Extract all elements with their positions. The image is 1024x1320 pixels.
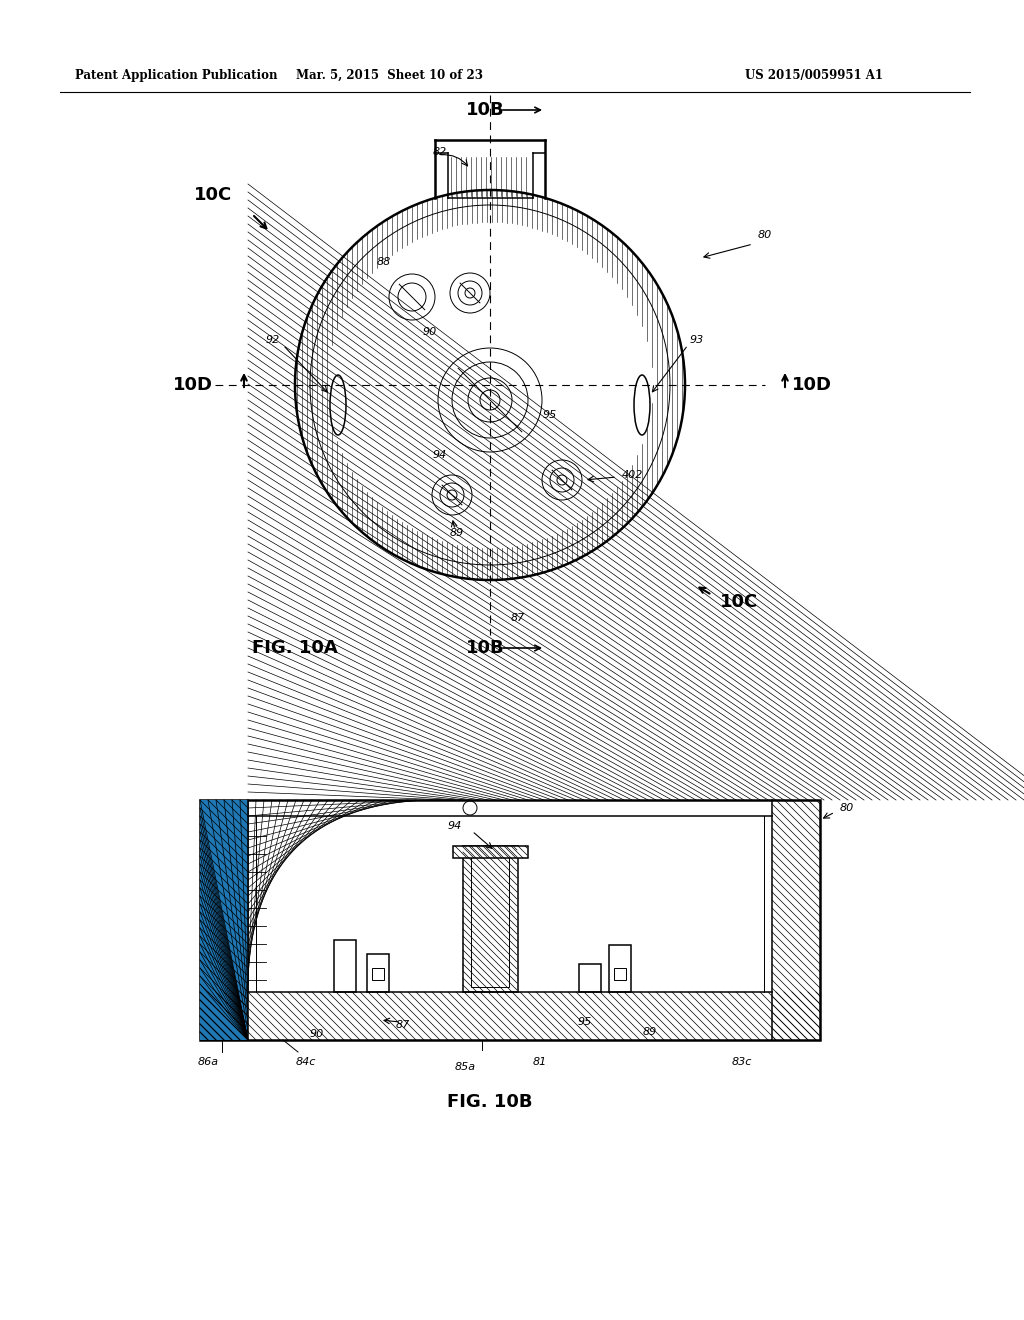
Text: 95: 95 bbox=[578, 1016, 592, 1027]
Text: 93: 93 bbox=[690, 335, 705, 345]
Text: 87: 87 bbox=[511, 612, 525, 623]
Text: 81: 81 bbox=[532, 1057, 547, 1067]
Text: 80: 80 bbox=[758, 230, 772, 240]
Text: 85a: 85a bbox=[455, 1063, 475, 1072]
Text: Patent Application Publication: Patent Application Publication bbox=[75, 69, 278, 82]
Text: 92: 92 bbox=[266, 335, 280, 345]
Bar bbox=[200, 800, 820, 1040]
Text: 10C: 10C bbox=[720, 593, 758, 611]
Text: 90: 90 bbox=[310, 1030, 325, 1039]
Text: 89: 89 bbox=[643, 1027, 657, 1038]
Bar bbox=[609, 945, 631, 993]
Bar bbox=[372, 968, 384, 979]
Bar bbox=[579, 964, 601, 993]
Text: 80: 80 bbox=[840, 803, 854, 813]
Text: 94: 94 bbox=[447, 821, 462, 832]
Text: 90: 90 bbox=[423, 327, 437, 337]
Bar bbox=[471, 850, 509, 987]
Bar bbox=[334, 940, 356, 993]
Bar bbox=[463, 846, 518, 993]
Text: 95: 95 bbox=[543, 411, 557, 420]
Text: 402: 402 bbox=[622, 470, 643, 480]
Text: 83c: 83c bbox=[732, 1057, 753, 1067]
Text: 84c: 84c bbox=[296, 1057, 316, 1067]
Text: 87: 87 bbox=[396, 1020, 411, 1030]
Text: 10C: 10C bbox=[194, 186, 232, 205]
Text: 10D: 10D bbox=[173, 376, 213, 393]
Bar bbox=[200, 800, 248, 1040]
Text: 10B: 10B bbox=[466, 639, 504, 657]
Text: FIG. 10B: FIG. 10B bbox=[447, 1093, 532, 1111]
Text: 88: 88 bbox=[377, 257, 391, 267]
Text: 86a: 86a bbox=[198, 1057, 218, 1067]
Bar bbox=[367, 954, 389, 993]
Text: 89: 89 bbox=[450, 528, 464, 539]
Text: FIG. 10A: FIG. 10A bbox=[252, 639, 338, 657]
Bar bbox=[614, 968, 626, 979]
Text: 82: 82 bbox=[433, 147, 447, 157]
Text: US 2015/0059951 A1: US 2015/0059951 A1 bbox=[745, 69, 883, 82]
Text: 10D: 10D bbox=[792, 376, 831, 393]
Bar bbox=[453, 846, 528, 858]
Text: 94: 94 bbox=[433, 450, 447, 459]
Text: Mar. 5, 2015  Sheet 10 of 23: Mar. 5, 2015 Sheet 10 of 23 bbox=[297, 69, 483, 82]
Text: 10B: 10B bbox=[466, 102, 504, 119]
